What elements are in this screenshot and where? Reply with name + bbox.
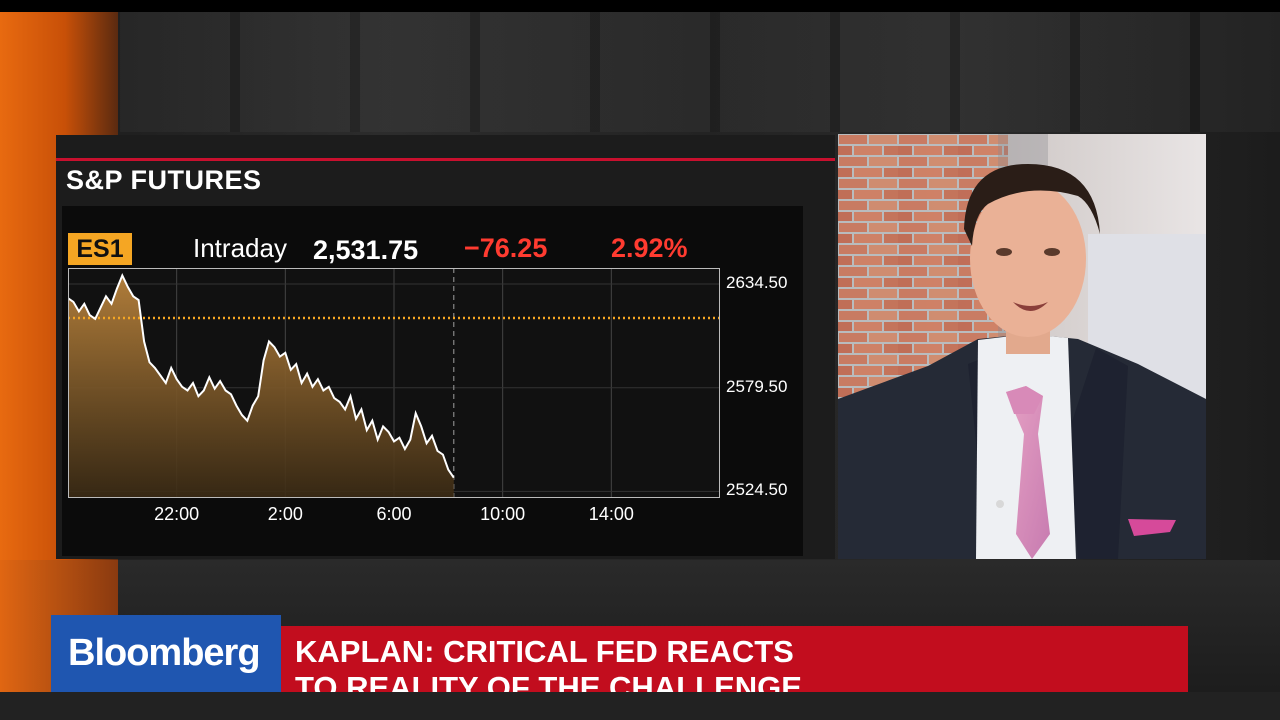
x-tick-label: 22:00 bbox=[154, 504, 200, 524]
period-label: Intraday bbox=[193, 233, 287, 263]
x-tick-label: 10:00 bbox=[480, 504, 526, 524]
letterbox-bottom bbox=[0, 692, 1280, 720]
price-change: −76.25 bbox=[464, 233, 548, 263]
y-tick-label: 2524.50 bbox=[726, 480, 788, 500]
series-area bbox=[68, 275, 454, 498]
anchor-video bbox=[838, 134, 1206, 559]
x-tick-label: 14:00 bbox=[588, 504, 634, 524]
network-logo: Bloomberg bbox=[51, 615, 281, 692]
intraday-chart bbox=[68, 268, 720, 498]
headline-line-1: KAPLAN: CRITICAL FED REACTS bbox=[295, 634, 794, 669]
x-tick-label: 2:00 bbox=[267, 504, 303, 524]
last-price: 2,531.75 bbox=[313, 235, 419, 265]
anchor-image bbox=[838, 134, 1206, 559]
chart-title: S&P FUTURES bbox=[66, 165, 262, 195]
network-name: Bloomberg bbox=[68, 632, 261, 674]
headline-strip: KAPLAN: CRITICAL FED REACTS TO REALITY O… bbox=[281, 626, 1188, 692]
headline-line-2: TO REALITY OF THE CHALLENGE bbox=[295, 670, 802, 692]
x-tick-label: 6:00 bbox=[376, 504, 412, 524]
y-tick-label: 2579.50 bbox=[726, 376, 788, 396]
y-tick-label: 2634.50 bbox=[726, 273, 788, 293]
chart-accent-line bbox=[56, 158, 835, 161]
plot-frame bbox=[68, 268, 720, 498]
series-line bbox=[68, 273, 455, 479]
studio-wall-panels bbox=[120, 12, 1280, 132]
letterbox-top bbox=[0, 0, 1280, 12]
ticker-badge: ES1 bbox=[68, 233, 132, 265]
price-change-percent: 2.92% bbox=[611, 233, 688, 263]
